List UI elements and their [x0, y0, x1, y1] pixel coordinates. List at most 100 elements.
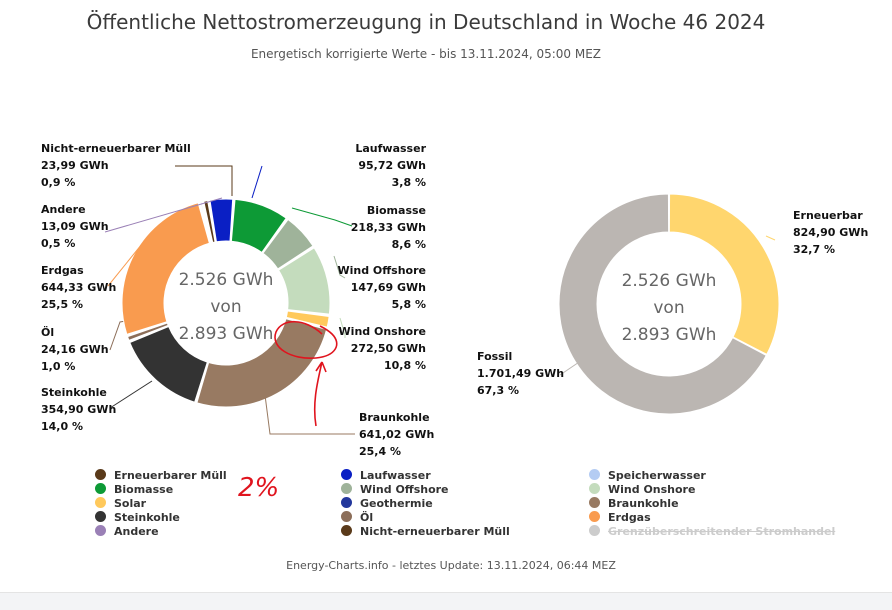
label-laufwasser-percent: 3,8 %: [392, 176, 426, 189]
legend-item-laufwasser[interactable]: Laufwasser: [341, 469, 431, 482]
label-steinkohle-percent: 14,0 %: [41, 420, 83, 433]
label-erneuerbar-value: 824,90 GWh: [793, 226, 868, 239]
hand-annotation: 2%: [238, 320, 338, 503]
legend-dot-icon: [95, 469, 106, 480]
label-erneuerbar-name: Erneuerbar: [793, 209, 863, 222]
label-wind-onshore-percent: 10,8 %: [384, 359, 426, 372]
legend-dot-icon: [95, 483, 106, 494]
label-nicht-erneuerbarer-muell-percent: 0,9 %: [41, 176, 75, 189]
annotation-circle: [274, 320, 338, 359]
label-wind-onshore-name: Wind Onshore: [339, 325, 426, 338]
legend-label: Laufwasser: [360, 469, 431, 482]
connector-laufwasser: [251, 165, 263, 199]
label-erdgas-percent: 25,5 %: [41, 298, 83, 311]
label-wind-offshore-percent: 5,8 %: [392, 298, 426, 311]
annotation-arrow: [313, 361, 327, 427]
label-biomasse-name: Biomasse: [367, 204, 426, 217]
legend-label: Erneuerbarer Müll: [114, 469, 227, 482]
legend-dot-icon: [589, 469, 600, 480]
connector-nicht-erneuerbarer-muell: [175, 165, 233, 196]
annotation-text: 2%: [238, 473, 279, 503]
legend-dot-icon: [589, 525, 600, 536]
legend-label: Erdgas: [608, 511, 651, 524]
legend-item-solar[interactable]: Solar: [95, 497, 146, 510]
label-fossil-name: Fossil: [477, 350, 512, 363]
legend-item-grenzueberschreitender-stromhandel[interactable]: Grenzüberschreitender Stromhandel: [589, 525, 835, 538]
legend-item-speicherwasser[interactable]: Speicherwasser: [589, 469, 706, 482]
chart-subtitle: Energetisch korrigierte Werte - bis 13.1…: [250, 47, 602, 61]
label-braunkohle-value: 641,02 GWh: [359, 428, 434, 441]
slice-oel[interactable]: [126, 322, 169, 342]
legend-dot-icon: [341, 525, 352, 536]
slice-steinkohle[interactable]: [129, 325, 208, 403]
legend-item-braunkohle[interactable]: Braunkohle: [589, 497, 679, 510]
legend-dot-icon: [95, 511, 106, 522]
legend-dot-icon: [589, 497, 600, 508]
donut-chart-2: Erneuerbar 824,90 GWh 32,7 % Fossil 1.701,49…: [477, 193, 868, 415]
label-nicht-erneuerbarer-muell-name: Nicht-erneuerbarer Müll: [41, 142, 191, 155]
chart-title: Öffentliche Nettostromerzeugung in Deuts…: [86, 10, 766, 34]
label-laufwasser-name: Laufwasser: [355, 142, 426, 155]
legend-label: Wind Offshore: [360, 483, 449, 496]
legend-label: Biomasse: [114, 483, 174, 496]
slice-andere[interactable]: [199, 201, 212, 244]
center-text-1: 2.526 GWh: [622, 271, 717, 291]
legend-item-nicht-erneuerbarer-muell[interactable]: Nicht-erneuerbarer Müll: [341, 525, 510, 538]
slice-solar[interactable]: [285, 310, 330, 328]
center-text-3: 2.893 GWh: [179, 324, 274, 344]
label-erneuerbar-percent: 32,7 %: [793, 243, 835, 256]
label-biomasse-value: 218,33 GWh: [351, 221, 426, 234]
legend-item-steinkohle[interactable]: Steinkohle: [95, 511, 180, 524]
legend-label: Wind Onshore: [608, 483, 696, 496]
connector-wind-offshore: [333, 255, 346, 279]
legend-item-andere[interactable]: Andere: [95, 525, 159, 538]
label-andere-percent: 0,5 %: [41, 237, 75, 250]
legend-item-oel[interactable]: Öl: [341, 511, 373, 524]
center-text-3: 2.893 GWh: [622, 325, 717, 345]
legend-label: Andere: [114, 525, 159, 538]
label-erdgas-value: 644,33 GWh: [41, 281, 116, 294]
legend-dot-icon: [589, 483, 600, 494]
legend: Erneuerbarer Müll Laufwasser Speicherwasse…: [95, 469, 855, 541]
label-laufwasser-value: 95,72 GWh: [358, 159, 426, 172]
label-oel-name: Öl: [41, 325, 54, 339]
connector-wind-onshore: [339, 317, 346, 338]
slice-braunkohle[interactable]: [196, 318, 328, 408]
legend-item-biomasse[interactable]: Biomasse: [95, 483, 173, 496]
label-steinkohle-value: 354,90 GWh: [41, 403, 116, 416]
legend-dot-icon: [341, 469, 352, 480]
slice-erneuerbar[interactable]: [668, 193, 780, 356]
legend-dot-icon: [95, 525, 106, 536]
label-andere-value: 13,09 GWh: [41, 220, 109, 233]
label-nicht-erneuerbarer-muell-value: 23,99 GWh: [41, 159, 109, 172]
connector-andere: [104, 197, 223, 233]
slice-fossil[interactable]: [558, 193, 767, 415]
slice-nicht-erneuerbarer-muell[interactable]: [203, 200, 216, 244]
legend-label: Grenzüberschreitender Stromhandel: [608, 525, 836, 538]
connector-erneuerbar: [765, 235, 776, 241]
slice-wind-onshore[interactable]: [277, 247, 331, 315]
center-text-2: von: [210, 297, 241, 317]
label-steinkohle-name: Steinkohle: [41, 386, 107, 399]
donut-chart-1: Nicht-erneuerbarer Müll 23,99 GWh 0,9 % Lau…: [41, 142, 434, 458]
label-wind-offshore-name: Wind Offshore: [337, 264, 426, 277]
slice-erdgas[interactable]: [121, 202, 210, 336]
legend-label: Braunkohle: [608, 497, 679, 510]
legend-item-erdgas[interactable]: Erdgas: [589, 511, 651, 524]
label-wind-offshore-value: 147,69 GWh: [351, 281, 426, 294]
legend-dot-icon: [341, 497, 352, 508]
connector-steinkohle: [109, 380, 153, 409]
slice-wind-offshore[interactable]: [262, 218, 314, 270]
label-oel-value: 24,16 GWh: [41, 343, 109, 356]
label-biomasse-percent: 8,6 %: [392, 238, 426, 251]
legend-item-geothermie[interactable]: Geothermie: [341, 497, 433, 510]
connector-braunkohle: [264, 394, 355, 435]
connector-biomasse: [291, 207, 353, 227]
legend-item-wind-offshore[interactable]: Wind Offshore: [341, 483, 449, 496]
legend-item-erneuerbarer-muell[interactable]: Erneuerbarer Müll: [95, 469, 227, 482]
legend-dot-icon: [95, 497, 106, 508]
legend-item-wind-onshore[interactable]: Wind Onshore: [589, 483, 695, 496]
slice-biomasse[interactable]: [230, 198, 287, 254]
label-braunkohle-percent: 25,4 %: [359, 445, 401, 458]
center-text-2: von: [653, 298, 684, 318]
